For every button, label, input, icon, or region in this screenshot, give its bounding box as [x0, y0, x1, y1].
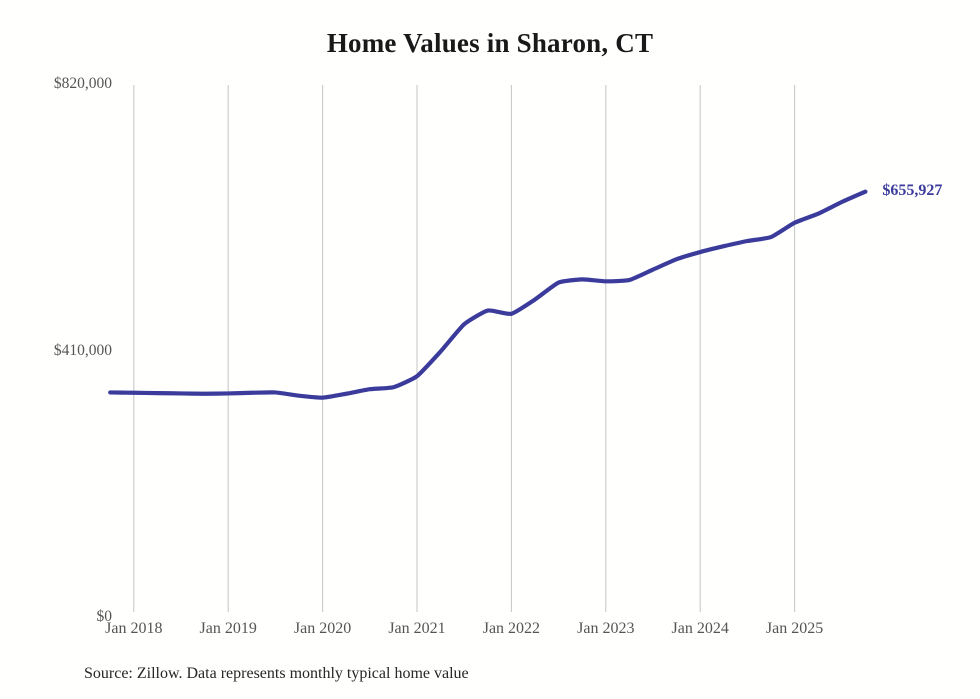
- y-tick-410000: $410,000: [10, 342, 112, 362]
- x-tick-label-jan-2021: Jan 2021: [388, 620, 446, 637]
- x-tick-label-jan-2022: Jan 2022: [482, 620, 541, 637]
- x-tick-label-jan-2023: Jan 2023: [577, 620, 635, 637]
- x-tick-label-jan-2018: Jan 2018: [105, 620, 163, 637]
- source-note: Source: Zillow. Data represents monthly …: [84, 665, 469, 682]
- series-line-group: [108, 189, 868, 400]
- x-tick-label-jan-2020: Jan 2020: [293, 620, 352, 637]
- y-tick-820000: $820,000: [10, 75, 112, 95]
- y-tick-0: $0: [10, 608, 113, 628]
- x-tick-label-jan-2024: Jan 2024: [671, 620, 729, 637]
- y-tick-label: $820,000: [53, 75, 112, 92]
- series-line-typical-home-value: [108, 189, 868, 400]
- end-value-annotation: $655,927: [882, 181, 943, 199]
- x-tick-label-jan-2025: Jan 2025: [765, 620, 824, 637]
- chart-title: Home Values in Sharon, CT: [326, 28, 654, 58]
- x-gridlines: [133, 85, 796, 612]
- y-tick-label: $0: [96, 608, 113, 625]
- y-tick-label: $410,000: [53, 341, 112, 359]
- x-tick-label-jan-2019: Jan 2019: [199, 620, 257, 637]
